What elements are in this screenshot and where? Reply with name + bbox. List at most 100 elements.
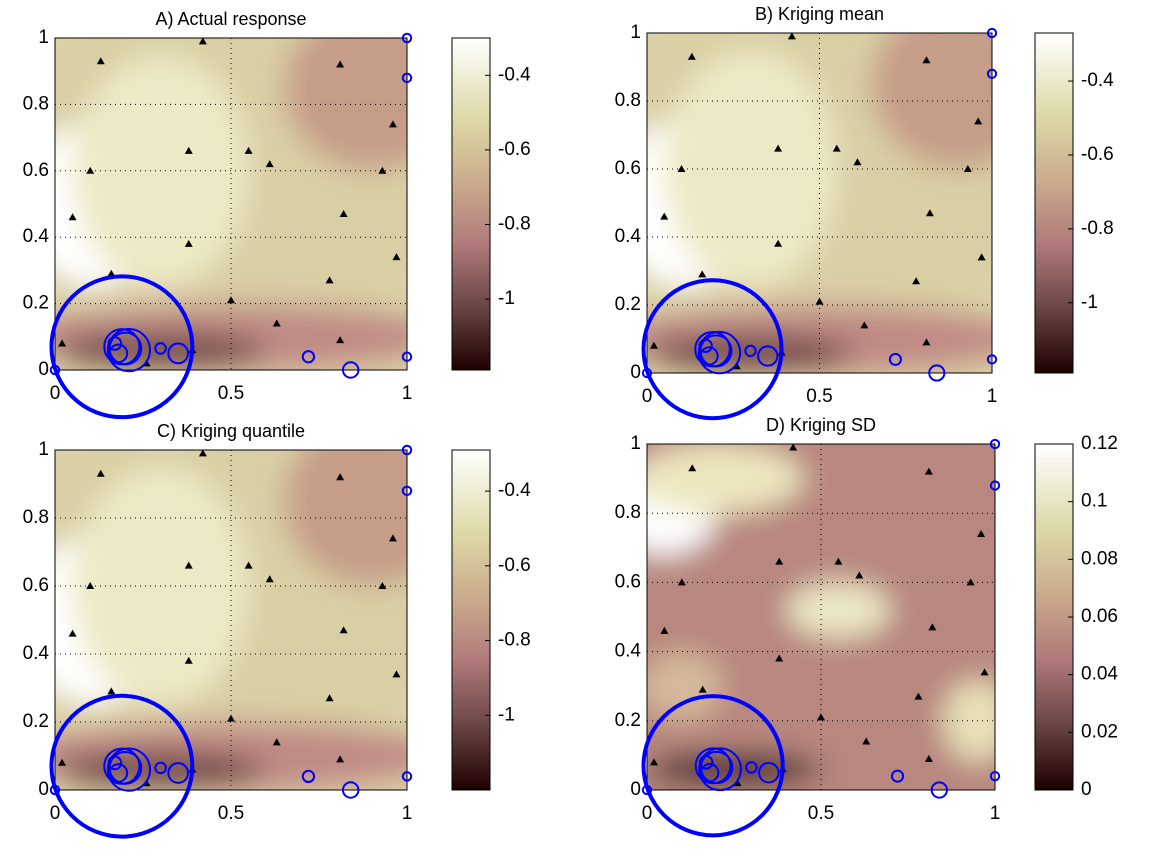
field-blob [283,450,407,586]
sample-point [855,571,864,579]
y-tick-label: 0.6 [23,575,49,596]
new-point [401,444,413,456]
sample-point [834,557,843,565]
sample-point [928,623,937,631]
new-point [698,747,742,792]
sample-point [265,160,274,168]
axes-frame [54,449,408,791]
field [647,33,992,373]
sample-point [392,253,401,261]
sample-point [388,120,397,128]
panel-title: D) Kriging SD [766,415,876,435]
y-tick-label: 0.2 [23,711,49,732]
new-point [758,761,780,784]
field-blob [55,333,267,367]
y-tick-label: 0 [38,359,49,380]
colorbar-tick-label: -0.6 [1081,144,1114,165]
sample-point [963,165,972,172]
new-point [401,485,413,497]
x-tick-label: 0.5 [808,803,834,824]
field [55,450,407,790]
new-point [401,351,413,362]
sample-point [687,52,696,60]
field-blob [942,679,995,763]
field-blob [647,651,724,721]
field-blob [647,335,854,370]
sample-point [815,297,824,305]
sample-point [339,626,348,634]
sample-point [862,737,871,745]
new-point [699,750,734,785]
sample-point [244,146,253,154]
field-blob [664,50,837,288]
colorbar [451,449,491,791]
new-point [167,762,190,784]
sample-point [325,276,334,284]
new-point [989,480,1001,491]
axes-frame [54,37,408,371]
new-point [986,27,998,39]
sample-point [977,253,986,261]
colorbar-tick-label: -0.8 [498,630,531,651]
sample-point [392,670,401,678]
sample-point [787,32,796,40]
sample-point [107,687,116,695]
colorbar [1034,443,1074,791]
new-point [744,344,757,358]
y-tick-label: 0 [630,779,641,800]
sample-point [980,668,989,676]
colorbar-tick-label: -0.4 [1081,70,1114,91]
colorbar-tick-label: -0.8 [498,214,531,235]
new-point [107,755,123,771]
new-point [154,761,167,775]
colorbar-tick-label: 0 [1081,779,1092,800]
panel: C) Kriging quantile 0 0.5 1 0 0.2 0.4 0.6 0.8 1 -1… [23,421,531,839]
new-point [106,747,152,792]
new-point [107,336,123,351]
new-point [401,72,413,84]
sample-point [96,57,105,65]
y-tick-label: 0.4 [23,643,50,664]
sample-point [860,321,869,329]
sample-point [698,685,707,693]
sample-point [974,117,983,125]
sample-point [325,694,334,702]
x-tick-label: 1 [402,803,413,824]
sample-point [86,166,95,174]
axes-frame [646,32,993,374]
new-point [108,751,143,785]
colorbar-tick-label: 0.1 [1081,491,1107,512]
y-tick-label: 0.2 [615,294,641,315]
sample-point [914,692,923,700]
new-point [49,274,195,420]
axes-frame [646,443,996,791]
colorbar-tick-label: -0.4 [498,480,531,501]
x-tick-label: 0.5 [218,383,244,404]
new-point [699,334,733,368]
x-tick-label: 0 [50,383,61,404]
sample-point [184,656,193,664]
panel-title: A) Actual response [155,9,306,29]
colorbar-tick-label: -1 [1081,292,1098,313]
new-point [301,769,316,784]
sample-point [924,754,933,762]
panel-title: B) Kriging mean [755,4,884,24]
field-blob [647,444,804,514]
colorbar-tick-label: 0.02 [1081,721,1118,742]
sample-point [336,336,345,344]
new-point [697,330,742,375]
y-tick-label: 0.8 [23,93,49,114]
field-blob [786,582,891,638]
sample-point [198,37,207,45]
new-point [341,361,360,379]
sample-point [378,166,387,174]
sample-point [677,578,686,586]
colorbar-tick-label: -0.8 [1081,218,1114,239]
new-point [699,346,719,366]
x-tick-label: 1 [990,803,1001,824]
colorbar-tick-label: 0.12 [1081,433,1118,454]
y-tick-label: 0.4 [23,226,50,247]
x-tick-label: 1 [402,383,413,404]
field-blobs [647,33,992,373]
x-tick-label: 0.5 [218,803,244,824]
